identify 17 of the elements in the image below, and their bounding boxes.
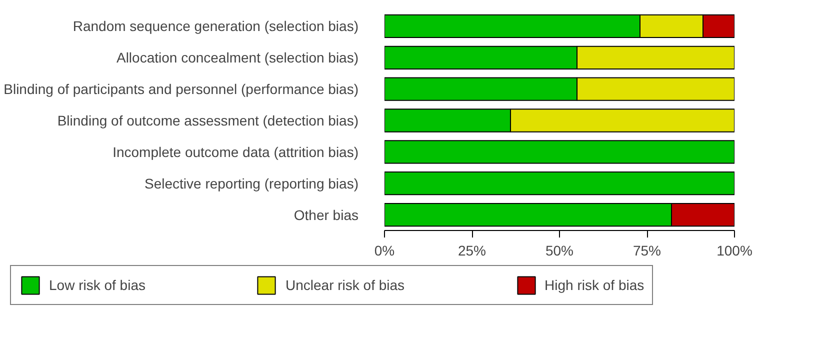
bar — [384, 140, 734, 164]
y-tick-label: Blinding of participants and personnel (performance bias) — [4, 81, 359, 98]
y-tick-label: Selective reporting (reporting bias) — [144, 175, 359, 192]
y-tick-label: Allocation concealment (selection bias) — [116, 50, 359, 66]
x-tick-label: 100% — [716, 242, 752, 258]
y-tick-label: Incomplete outcome data (attrition bias) — [112, 144, 359, 160]
bar — [384, 172, 734, 196]
legend-label: Unclear risk of bias — [285, 277, 405, 293]
y-tick-label: Random sequence generation (selection bias) — [72, 18, 359, 34]
x-tick-label: 25% — [458, 242, 486, 258]
legend-label: High risk of bias — [544, 277, 644, 293]
legend-label: Low risk of bias — [49, 277, 146, 293]
y-tick-label: Blinding of outcome assessment (detection bias) — [57, 112, 359, 128]
x-tick-label: 50% — [545, 242, 574, 258]
y-tick-label: Other bias — [294, 206, 359, 223]
x-tick-label: 75% — [632, 242, 662, 258]
x-tick-label: 0% — [374, 242, 395, 258]
